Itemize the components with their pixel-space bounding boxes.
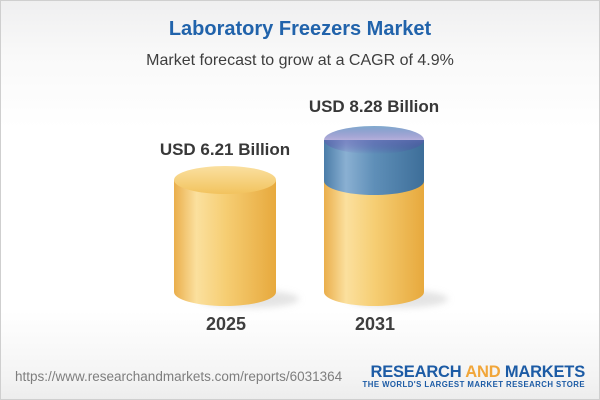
logo-word-and: AND bbox=[465, 363, 501, 382]
footer: https://www.researchandmarkets.com/repor… bbox=[1, 343, 599, 399]
category-label-2031: 2031 bbox=[354, 314, 396, 334]
value-label-2025: USD 6.21 Billion bbox=[159, 140, 291, 159]
report-url[interactable]: https://www.researchandmarkets.com/repor… bbox=[15, 369, 343, 384]
logo-word-research: RESEARCH bbox=[370, 363, 462, 382]
logo-word-markets: MARKETS bbox=[504, 363, 585, 382]
cylinder-growth-segment bbox=[324, 140, 424, 195]
cylinder-bar-2025 bbox=[174, 166, 299, 308]
cylinder-top-face bbox=[174, 166, 276, 194]
chart-area: USD 6.21 Billion USD 8.28 Billion bbox=[1, 89, 599, 341]
cylinder-base-segment bbox=[324, 181, 424, 306]
category-label-2025: 2025 bbox=[205, 314, 247, 334]
page-subtitle: Market forecast to grow at a CAGR of 4.9… bbox=[146, 52, 454, 69]
cylinder-top-face bbox=[324, 126, 424, 154]
value-label-2031: USD 8.28 Billion bbox=[308, 97, 440, 116]
cylinder-body bbox=[174, 180, 276, 306]
logo-wordmark: RESEARCH AND MARKETS bbox=[363, 363, 585, 381]
cylinder-bar-2031 bbox=[324, 126, 448, 308]
research-and-markets-logo[interactable]: RESEARCH AND MARKETS THE WORLD'S LARGEST… bbox=[362, 363, 586, 390]
logo-tagline: THE WORLD'S LARGEST MARKET RESEARCH STOR… bbox=[362, 380, 585, 390]
page-title: Laboratory Freezers Market bbox=[168, 18, 432, 40]
